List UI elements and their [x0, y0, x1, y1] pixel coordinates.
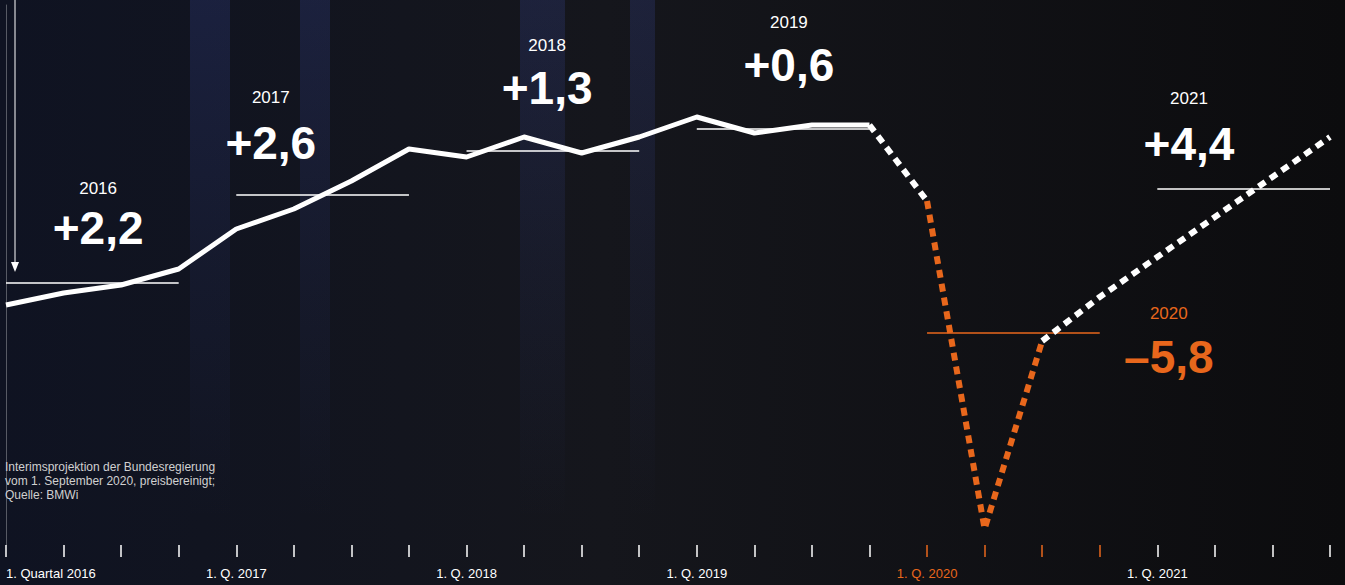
svg-text:2016: 2016	[79, 179, 117, 198]
svg-text:2018: 2018	[528, 36, 566, 55]
svg-text:1. Q. 2020: 1. Q. 2020	[897, 566, 958, 581]
svg-text:+0,6: +0,6	[743, 39, 834, 91]
svg-text:2019: 2019	[770, 13, 808, 32]
svg-text:1. Quartal 2016: 1. Quartal 2016	[6, 566, 96, 581]
svg-text:Quelle: BMWi: Quelle: BMWi	[5, 488, 78, 502]
svg-text:+2,2: +2,2	[53, 202, 144, 254]
svg-text:2017: 2017	[252, 88, 290, 107]
svg-text:–5,8: –5,8	[1124, 331, 1214, 383]
svg-text:+2,6: +2,6	[225, 117, 316, 169]
svg-text:1. Q. 2018: 1. Q. 2018	[436, 566, 497, 581]
svg-text:1. Q. 2019: 1. Q. 2019	[666, 566, 727, 581]
svg-text:1. Q. 2017: 1. Q. 2017	[206, 566, 267, 581]
svg-text:+1,3: +1,3	[502, 62, 593, 114]
svg-text:vom 1. September 2020, preisbe: vom 1. September 2020, preisbereinigt;	[5, 474, 215, 488]
svg-text:2021: 2021	[1170, 89, 1208, 108]
svg-text:1. Q. 2021: 1. Q. 2021	[1127, 566, 1188, 581]
svg-text:2020: 2020	[1150, 304, 1188, 323]
svg-text:Interimsprojektion der Bundesr: Interimsprojektion der Bundesregierung	[5, 460, 215, 474]
svg-text:+4,4: +4,4	[1144, 118, 1235, 170]
